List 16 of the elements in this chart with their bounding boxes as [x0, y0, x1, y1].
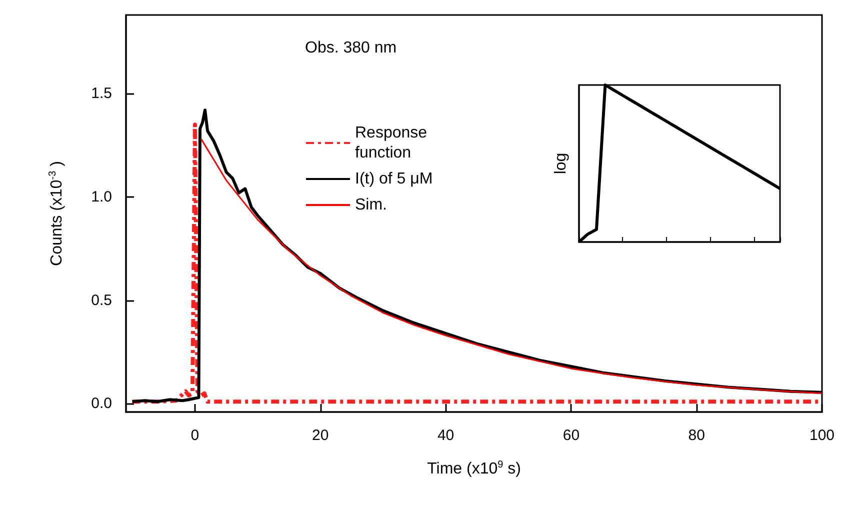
y-axis-title: Counts (x10-3 ) — [48, 161, 66, 266]
x-tick-label: 80 — [688, 427, 705, 444]
x-tick-label: 60 — [562, 427, 580, 444]
y-tick-label: 1.0 — [91, 188, 112, 206]
legend-label: I(t) of 5 μM — [355, 170, 433, 188]
legend-label: Response function — [355, 124, 432, 162]
legend-label: Sim. — [355, 196, 387, 214]
x-tick-label: 20 — [312, 427, 329, 444]
x-tick-label: 100 — [809, 427, 835, 444]
y-tick-label: 0.5 — [91, 292, 112, 309]
x-tick-label: 0 — [190, 427, 200, 444]
x-tick-label: 40 — [437, 427, 454, 444]
y-tick-label: 1.5 — [91, 85, 112, 102]
y-tick-label: 0.0 — [91, 395, 112, 412]
annotation: Obs. 380 nm — [305, 40, 397, 56]
y-axis-title: log — [552, 152, 570, 174]
